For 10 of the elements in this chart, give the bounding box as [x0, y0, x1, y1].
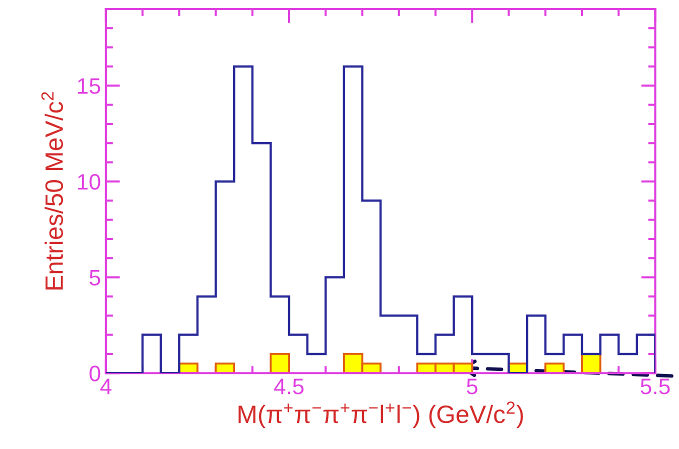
x-tick-label: 4.5 — [274, 378, 304, 394]
text: M(π$^{+}$π$^{−}$π$^{+}$π$^{−}$l$^{+}$l$^{−}$) (GeV/c$^{2}$) — [238, 401, 523, 428]
y-axis-title: Entries/50 MeV/c$^{2}$ — [41, 92, 64, 290]
x-tick-label: 5.5 — [640, 378, 670, 394]
y-tick-label: 10 — [78, 174, 100, 190]
y-tick-label: 15 — [78, 78, 100, 94]
y-tick-label: 0 — [90, 366, 100, 382]
y-tick-label: 5 — [90, 270, 100, 286]
x-tick-label: 5 — [466, 378, 478, 394]
x-tick-label: 4 — [100, 378, 112, 394]
